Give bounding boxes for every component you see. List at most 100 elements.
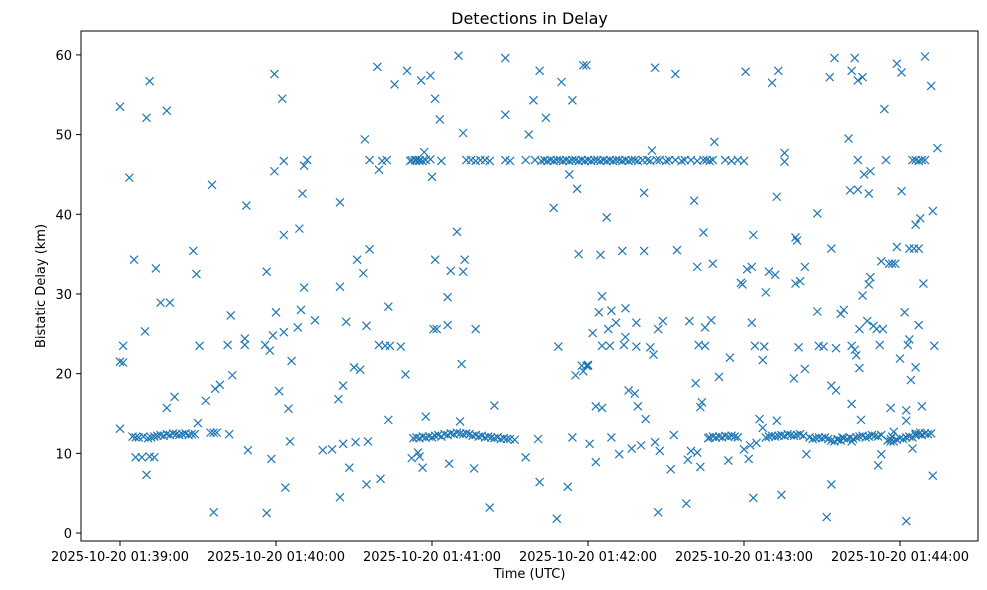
data-point bbox=[901, 416, 911, 426]
data-point bbox=[617, 246, 627, 256]
x-tick-label: 2025-10-20 01:39:00 bbox=[51, 550, 189, 565]
data-point bbox=[819, 342, 828, 351]
data-point bbox=[853, 155, 863, 165]
y-axis-label: Bistatic Delay (km) bbox=[34, 224, 49, 348]
data-point bbox=[904, 334, 914, 344]
data-point bbox=[758, 355, 768, 365]
data-point bbox=[583, 360, 593, 370]
data-point bbox=[243, 445, 253, 455]
data-point bbox=[630, 389, 640, 399]
data-point bbox=[162, 403, 172, 413]
y-tick-label: 60 bbox=[55, 49, 72, 64]
data-point bbox=[429, 324, 438, 334]
data-point bbox=[443, 320, 453, 330]
data-point bbox=[383, 302, 393, 312]
data-point bbox=[596, 250, 605, 260]
data-point bbox=[633, 401, 643, 411]
data-point bbox=[847, 341, 857, 351]
data-point bbox=[349, 362, 359, 372]
data-point bbox=[672, 245, 682, 255]
data-point bbox=[892, 59, 902, 69]
data-point bbox=[223, 340, 233, 350]
data-point bbox=[418, 432, 428, 442]
data-point bbox=[900, 307, 910, 317]
data-point bbox=[327, 444, 337, 454]
data-point bbox=[299, 283, 309, 293]
data-point bbox=[702, 155, 711, 165]
data-point bbox=[376, 474, 385, 484]
data-point bbox=[825, 72, 835, 82]
data-point bbox=[611, 318, 621, 328]
data-point bbox=[521, 155, 531, 165]
data-point bbox=[335, 492, 345, 502]
data-point bbox=[661, 156, 671, 166]
data-point bbox=[578, 366, 588, 376]
data-point bbox=[360, 134, 370, 144]
data-point bbox=[684, 316, 694, 326]
data-point bbox=[567, 95, 577, 105]
data-point bbox=[446, 266, 456, 276]
data-point bbox=[142, 470, 151, 480]
data-point bbox=[271, 307, 281, 317]
data-point bbox=[697, 397, 707, 407]
data-point bbox=[714, 372, 724, 382]
data-point bbox=[577, 155, 587, 165]
data-point bbox=[624, 385, 633, 395]
data-point bbox=[227, 370, 237, 380]
data-point bbox=[928, 206, 938, 216]
data-point bbox=[747, 318, 757, 328]
data-point bbox=[421, 412, 431, 422]
data-point bbox=[873, 460, 883, 470]
data-point bbox=[401, 370, 410, 379]
data-point bbox=[911, 362, 921, 372]
data-point bbox=[830, 53, 839, 63]
data-point bbox=[767, 431, 777, 441]
x-tick-label: 2025-10-20 01:41:00 bbox=[363, 550, 501, 565]
data-point bbox=[738, 279, 747, 289]
data-point bbox=[207, 180, 217, 190]
data-point bbox=[226, 311, 236, 320]
data-point bbox=[419, 147, 429, 157]
data-point bbox=[744, 454, 754, 464]
data-point bbox=[890, 259, 900, 269]
data-point bbox=[649, 350, 658, 359]
data-point bbox=[780, 148, 789, 158]
data-point bbox=[287, 356, 297, 366]
data-point bbox=[580, 156, 590, 166]
data-point bbox=[571, 370, 580, 380]
data-point bbox=[650, 437, 660, 447]
data-point bbox=[875, 340, 885, 350]
data-point bbox=[653, 507, 663, 517]
data-point bbox=[505, 156, 515, 166]
data-point bbox=[822, 512, 832, 522]
data-point bbox=[901, 405, 911, 415]
data-point bbox=[118, 358, 128, 367]
data-point bbox=[850, 53, 860, 63]
data-point bbox=[578, 60, 588, 70]
data-point bbox=[897, 186, 906, 196]
data-point bbox=[458, 128, 468, 138]
data-point bbox=[901, 432, 911, 442]
data-point bbox=[187, 429, 197, 439]
data-point bbox=[879, 104, 889, 114]
data-point bbox=[772, 192, 782, 202]
data-point bbox=[355, 365, 365, 375]
data-point bbox=[563, 482, 573, 492]
data-point bbox=[700, 341, 710, 351]
data-point bbox=[436, 156, 446, 166]
data-point bbox=[844, 134, 853, 144]
data-point bbox=[458, 267, 468, 277]
data-point bbox=[541, 113, 551, 123]
data-point bbox=[631, 342, 641, 351]
data-point bbox=[266, 454, 276, 464]
data-point bbox=[594, 307, 604, 317]
data-point bbox=[789, 374, 799, 383]
data-point bbox=[293, 323, 303, 332]
data-point bbox=[567, 432, 577, 442]
data-point bbox=[596, 156, 605, 166]
data-point bbox=[171, 429, 181, 439]
data-point bbox=[692, 262, 702, 272]
data-point bbox=[558, 156, 568, 166]
data-point bbox=[402, 66, 412, 76]
data-point bbox=[455, 428, 465, 438]
